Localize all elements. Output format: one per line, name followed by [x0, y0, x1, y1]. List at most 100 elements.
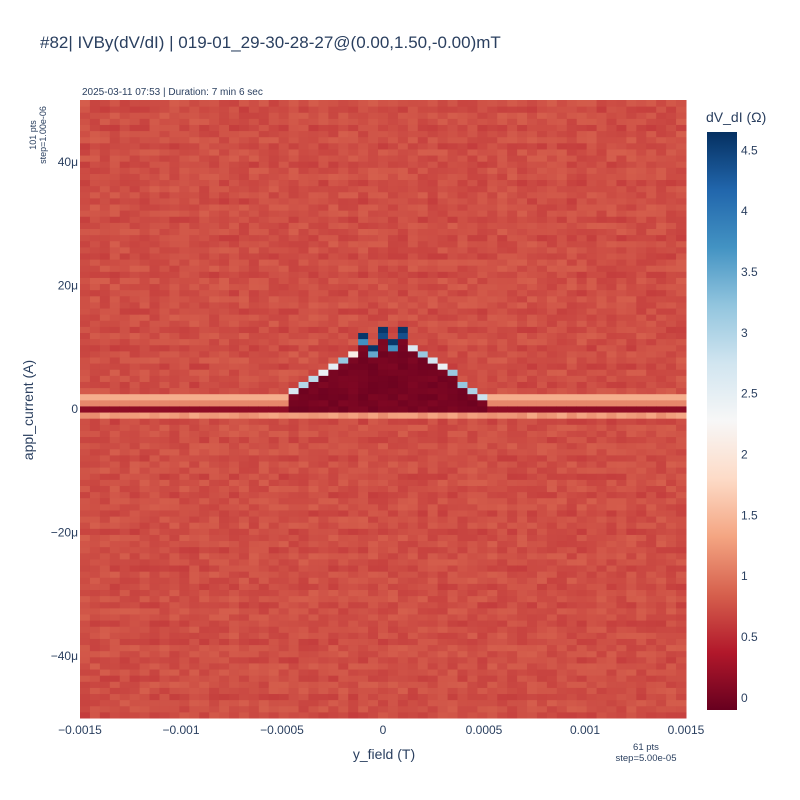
heatmap-cell — [298, 571, 309, 578]
heatmap-cell — [437, 693, 449, 701]
heatmap-cell — [159, 405, 170, 413]
heatmap-cell — [397, 454, 409, 462]
heatmap-cell — [457, 687, 468, 695]
heatmap-cell — [318, 503, 329, 511]
heatmap-cell — [457, 100, 468, 107]
heatmap-cell — [159, 626, 170, 633]
heatmap-cell — [199, 613, 210, 621]
heatmap-cell — [189, 558, 200, 566]
heatmap-cell — [149, 240, 160, 248]
heatmap-cell — [536, 418, 548, 425]
heatmap-cells[interactable] — [80, 100, 687, 719]
heatmap-cell — [507, 320, 518, 327]
heatmap-cell — [477, 454, 488, 462]
heatmap-cell — [278, 375, 290, 382]
heatmap-cell — [109, 669, 121, 676]
heatmap-cell — [149, 191, 160, 199]
heatmap-cell — [80, 136, 91, 144]
heatmap-cell — [477, 467, 488, 474]
heatmap-cell — [527, 112, 538, 119]
heatmap-cell — [407, 693, 419, 701]
heatmap-cell — [387, 546, 399, 554]
heatmap-cell — [268, 344, 280, 352]
heatmap-cell — [179, 424, 190, 431]
heatmap-cell — [517, 681, 528, 688]
heatmap-cell — [546, 332, 558, 340]
heatmap-cell — [477, 363, 488, 370]
heatmap-cell — [417, 155, 429, 162]
heatmap-cell — [517, 693, 528, 701]
heatmap-cell — [189, 626, 200, 633]
heatmap-cell — [527, 430, 538, 438]
heatmap-cell — [308, 638, 319, 646]
heatmap-cell — [348, 283, 359, 291]
heatmap-cell — [417, 418, 429, 425]
heatmap-cell — [437, 191, 449, 199]
heatmap-cell — [129, 204, 141, 211]
heatmap-cell — [556, 179, 568, 187]
heatmap-cell — [298, 399, 309, 407]
heatmap-cell — [80, 540, 91, 548]
heatmap-cell — [566, 522, 578, 529]
heatmap-cell — [358, 210, 369, 217]
heatmap-cell — [229, 112, 240, 119]
heatmap-cell — [397, 638, 409, 646]
heatmap-cell — [298, 234, 309, 242]
heatmap-cell — [546, 473, 558, 480]
heatmap-cell — [278, 454, 290, 462]
heatmap-cell — [368, 418, 379, 425]
heatmap-cell — [457, 173, 468, 181]
heatmap-cell — [89, 222, 101, 229]
heatmap-cell — [338, 699, 349, 707]
heatmap-cell — [199, 228, 210, 236]
heatmap-cell — [129, 185, 141, 193]
heatmap-cell — [477, 620, 488, 627]
heatmap-cell — [159, 399, 170, 407]
heatmap-cell — [139, 148, 151, 156]
heatmap-cell — [447, 558, 458, 566]
heatmap-cell — [149, 100, 160, 107]
heatmap-cell — [288, 461, 300, 468]
heatmap-cell — [507, 112, 518, 119]
heatmap-cell — [189, 106, 200, 113]
heatmap-cell — [308, 204, 319, 211]
heatmap-cell — [268, 662, 280, 670]
heatmap-cell — [527, 516, 538, 523]
heatmap-cell — [358, 142, 369, 150]
heatmap-cell — [268, 161, 280, 168]
heatmap-cell — [457, 338, 468, 346]
heatmap-cell — [527, 540, 538, 548]
heatmap-cell — [437, 448, 449, 456]
heatmap-cell — [328, 534, 339, 542]
heatmap-cell — [368, 350, 379, 358]
heatmap-cell — [199, 308, 210, 315]
heatmap-cell — [199, 179, 210, 187]
heatmap-cell — [278, 644, 290, 652]
heatmap-cell — [378, 387, 389, 395]
heatmap-cell — [229, 601, 240, 609]
heatmap-cell — [536, 344, 548, 352]
heatmap-cell — [109, 601, 121, 609]
heatmap-cell — [387, 356, 399, 364]
heatmap-cell — [417, 565, 429, 572]
heatmap-cell — [119, 130, 131, 138]
heatmap-cell — [397, 240, 409, 248]
heatmap-cell — [248, 448, 260, 456]
heatmap-cell — [556, 142, 568, 150]
heatmap-cell — [248, 613, 260, 621]
heatmap-cell — [437, 155, 449, 162]
heatmap-cell — [318, 393, 329, 401]
heatmap-cell — [219, 167, 230, 174]
heatmap-cell — [348, 363, 359, 370]
heatmap-cell — [546, 546, 558, 554]
heatmap-cell — [288, 693, 300, 701]
heatmap-cell — [268, 124, 280, 132]
heatmap-cell — [229, 546, 240, 554]
heatmap-cell — [437, 356, 449, 364]
heatmap-cell — [437, 711, 449, 719]
heatmap-cell — [397, 326, 409, 334]
heatmap-cell — [417, 332, 429, 340]
heatmap-cell — [387, 118, 399, 125]
heatmap-cell — [219, 259, 230, 266]
